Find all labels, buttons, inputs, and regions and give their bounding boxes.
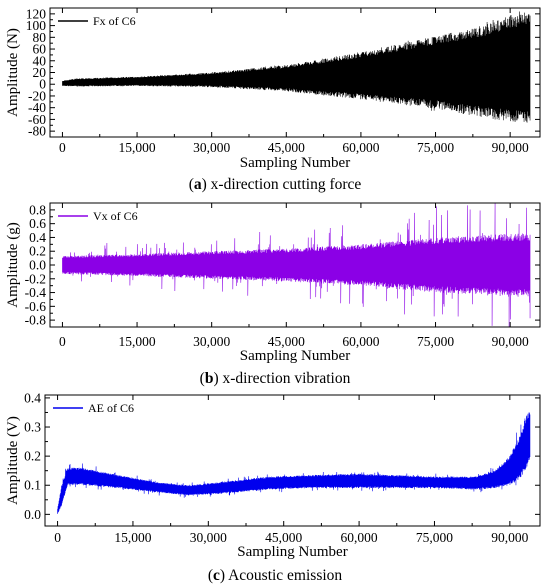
- panel-caption: (c) Acoustic emission: [208, 567, 343, 584]
- y-tick-label: 0.4: [29, 230, 46, 245]
- y-tick-label: -20: [28, 88, 46, 103]
- caption-letter: b: [205, 370, 214, 387]
- y-axis-title: Amplitude (V): [5, 416, 21, 505]
- x-tick-label: 45,000: [268, 140, 305, 155]
- x-tick-label: 30,000: [190, 530, 227, 545]
- y-tick-label: 0.0: [24, 507, 41, 522]
- x-tick-label: 60,000: [342, 334, 379, 349]
- y-tick-label: -0.8: [25, 313, 47, 328]
- y-axis-title: Amplitude (g): [5, 222, 21, 307]
- y-tick-label: -0.6: [25, 299, 47, 314]
- x-tick-label: 90,000: [491, 530, 528, 545]
- y-tick-label: 40: [33, 53, 47, 68]
- y-tick-label: 80: [33, 30, 47, 45]
- x-tick-label: 45,000: [268, 334, 305, 349]
- signal-series-c: [57, 412, 531, 514]
- x-tick-label: 75,000: [417, 334, 454, 349]
- panel-caption: (a) x-direction cutting force: [189, 176, 362, 193]
- signal-series-b: [62, 203, 531, 328]
- y-tick-label: 120: [26, 6, 47, 21]
- caption-text: Acoustic emission: [225, 567, 342, 584]
- y-tick-label: 0.4: [24, 390, 41, 405]
- caption-paren-open: (: [200, 370, 205, 387]
- y-tick-label: -40: [28, 100, 46, 115]
- legend-label: AE of C6: [88, 401, 134, 415]
- signal-series-a: [62, 11, 531, 123]
- caption-paren-open: (: [189, 176, 194, 193]
- caption-paren-close: ): [220, 567, 225, 584]
- y-tick-label: 0.2: [24, 449, 41, 464]
- x-tick-label: 45,000: [265, 530, 302, 545]
- y-tick-label: -80: [28, 124, 46, 139]
- x-tick-label: 0: [59, 334, 66, 349]
- chart-panel-b: 0 15,000 30,000 45,000 60,000 75,000 90,000 -0.…: [5, 202, 541, 387]
- y-tick-label: 20: [33, 65, 47, 80]
- y-tick-label: 0.3: [24, 420, 41, 435]
- x-tick-label: 60,000: [341, 530, 378, 545]
- y-tick-label: 0.6: [29, 216, 46, 231]
- panel-caption: (b) x-direction vibration: [200, 370, 351, 387]
- caption-text: x-direction vibration: [219, 370, 351, 387]
- x-tick-label: 15,000: [118, 334, 155, 349]
- caption-paren-open: (: [208, 567, 213, 584]
- x-tick-label: 15,000: [114, 530, 151, 545]
- caption-text: x-direction cutting force: [207, 176, 362, 193]
- x-axis-title: Sampling Number: [240, 348, 350, 364]
- plot-frame: [44, 394, 541, 527]
- x-tick-label: 60,000: [342, 140, 379, 155]
- legend-label: Vx of C6: [93, 209, 138, 223]
- y-axis-title: Amplitude (N): [5, 28, 21, 117]
- y-tick-label: 0.2: [29, 244, 46, 259]
- y-tick-label: -0.4: [25, 285, 47, 300]
- x-axis-title: Sampling Number: [240, 155, 350, 171]
- y-tick-label: 60: [33, 42, 47, 57]
- legend-label: Fx of C6: [93, 14, 136, 28]
- y-tick-label: 100: [26, 18, 47, 33]
- y-tick-label: 0.1: [24, 478, 41, 493]
- x-tick-label: 30,000: [193, 334, 230, 349]
- caption-letter: a: [194, 176, 202, 193]
- x-tick-label: 0: [59, 140, 66, 155]
- caption-letter: c: [213, 567, 220, 584]
- y-tick-label: 0.8: [29, 202, 46, 217]
- x-tick-label: 75,000: [416, 530, 453, 545]
- y-tick-label: 0: [39, 77, 46, 92]
- caption-paren-close: ): [202, 176, 207, 193]
- x-tick-label: 0: [54, 530, 61, 545]
- x-axis-title: Sampling Number: [237, 544, 347, 560]
- x-tick-label: 30,000: [193, 140, 230, 155]
- y-tick-label: -0.2: [25, 271, 46, 286]
- y-tick-label: -60: [28, 112, 46, 127]
- x-tick-label: 90,000: [492, 334, 529, 349]
- y-tick-label: 0.0: [29, 258, 46, 273]
- x-tick-label: 90,000: [492, 140, 529, 155]
- x-tick-label: 15,000: [118, 140, 155, 155]
- x-tick-label: 75,000: [417, 140, 454, 155]
- chart-panel-c: 0 15,000 30,000 45,000 60,000 75,000 90,000 0.0…: [5, 390, 541, 584]
- chart-panel-a: 0 15,000 30,000 45,000 60,000 75,000 90,000 -80…: [5, 6, 541, 193]
- caption-paren-close: ): [213, 370, 218, 387]
